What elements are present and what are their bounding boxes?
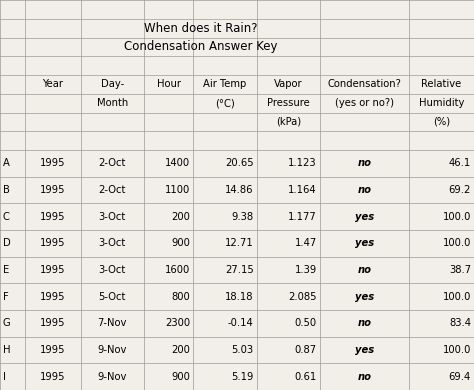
Text: 100.0: 100.0	[443, 292, 471, 302]
Text: 5.03: 5.03	[231, 345, 254, 355]
Text: D: D	[3, 238, 11, 248]
Text: Day-: Day-	[100, 80, 124, 89]
Text: (kPa): (kPa)	[276, 117, 301, 127]
Text: Vapor: Vapor	[274, 80, 302, 89]
Text: Pressure: Pressure	[267, 98, 310, 108]
Text: 100.0: 100.0	[443, 345, 471, 355]
Text: 800: 800	[172, 292, 191, 302]
Text: 83.4: 83.4	[449, 318, 471, 328]
Text: 1995: 1995	[40, 185, 66, 195]
Text: E: E	[3, 265, 9, 275]
Text: 900: 900	[172, 372, 191, 382]
Text: no: no	[357, 185, 372, 195]
Text: 2.085: 2.085	[288, 292, 317, 302]
Text: 0.87: 0.87	[295, 345, 317, 355]
Text: 200: 200	[172, 345, 191, 355]
Text: no: no	[357, 372, 372, 382]
Text: 9-Nov: 9-Nov	[98, 372, 127, 382]
Text: (%): (%)	[433, 117, 450, 127]
Text: 3-Oct: 3-Oct	[99, 238, 126, 248]
Text: Year: Year	[43, 80, 64, 89]
Text: I: I	[3, 372, 6, 382]
Text: C: C	[3, 212, 10, 222]
Text: 1995: 1995	[40, 345, 66, 355]
Text: yes: yes	[355, 238, 374, 248]
Text: Humidity: Humidity	[419, 98, 464, 108]
Text: 18.18: 18.18	[225, 292, 254, 302]
Text: 3-Oct: 3-Oct	[99, 265, 126, 275]
Text: no: no	[357, 318, 372, 328]
Text: Relative: Relative	[421, 80, 462, 89]
Text: 1100: 1100	[165, 185, 191, 195]
Text: 2300: 2300	[165, 318, 191, 328]
Text: 1400: 1400	[165, 158, 191, 168]
Text: A: A	[3, 158, 10, 168]
Text: 69.2: 69.2	[448, 185, 471, 195]
Text: yes: yes	[355, 292, 374, 302]
Text: Month: Month	[97, 98, 128, 108]
Text: -0.14: -0.14	[228, 318, 254, 328]
Text: Air Temp: Air Temp	[203, 80, 246, 89]
Text: 1.39: 1.39	[294, 265, 317, 275]
Text: yes: yes	[355, 212, 374, 222]
Text: 100.0: 100.0	[443, 212, 471, 222]
Text: 5.19: 5.19	[231, 372, 254, 382]
Text: 69.4: 69.4	[449, 372, 471, 382]
Text: 1995: 1995	[40, 318, 66, 328]
Text: 7-Nov: 7-Nov	[98, 318, 127, 328]
Text: no: no	[357, 158, 372, 168]
Text: 1995: 1995	[40, 292, 66, 302]
Text: H: H	[3, 345, 10, 355]
Text: 46.1: 46.1	[449, 158, 471, 168]
Text: 1600: 1600	[165, 265, 191, 275]
Text: 1995: 1995	[40, 265, 66, 275]
Text: yes: yes	[355, 345, 374, 355]
Text: When does it Rain?: When does it Rain?	[144, 21, 257, 35]
Text: 1995: 1995	[40, 158, 66, 168]
Text: 100.0: 100.0	[443, 238, 471, 248]
Text: (yes or no?): (yes or no?)	[335, 98, 394, 108]
Text: G: G	[3, 318, 11, 328]
Text: 14.86: 14.86	[225, 185, 254, 195]
Text: 2-Oct: 2-Oct	[99, 158, 126, 168]
Text: Condensation?: Condensation?	[328, 80, 401, 89]
Text: 3-Oct: 3-Oct	[99, 212, 126, 222]
Text: 1995: 1995	[40, 238, 66, 248]
Text: 12.71: 12.71	[225, 238, 254, 248]
Text: 0.61: 0.61	[294, 372, 317, 382]
Text: 27.15: 27.15	[225, 265, 254, 275]
Text: 200: 200	[172, 212, 191, 222]
Text: (°C): (°C)	[215, 98, 235, 108]
Text: no: no	[357, 265, 372, 275]
Text: Condensation Answer Key: Condensation Answer Key	[124, 41, 277, 53]
Text: 1.47: 1.47	[294, 238, 317, 248]
Text: 900: 900	[172, 238, 191, 248]
Text: 1995: 1995	[40, 372, 66, 382]
Text: 1.177: 1.177	[288, 212, 317, 222]
Text: 9.38: 9.38	[231, 212, 254, 222]
Text: 9-Nov: 9-Nov	[98, 345, 127, 355]
Text: 2-Oct: 2-Oct	[99, 185, 126, 195]
Text: 1995: 1995	[40, 212, 66, 222]
Text: 1.164: 1.164	[288, 185, 317, 195]
Text: Hour: Hour	[156, 80, 181, 89]
Text: B: B	[3, 185, 10, 195]
Text: 0.50: 0.50	[295, 318, 317, 328]
Text: F: F	[3, 292, 9, 302]
Text: 38.7: 38.7	[449, 265, 471, 275]
Text: 1.123: 1.123	[288, 158, 317, 168]
Text: 20.65: 20.65	[225, 158, 254, 168]
Text: 5-Oct: 5-Oct	[99, 292, 126, 302]
